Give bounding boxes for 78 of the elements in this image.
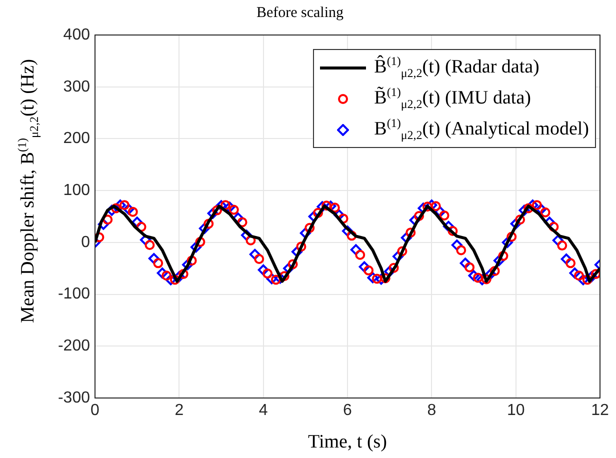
point xyxy=(498,250,508,261)
point xyxy=(380,273,390,284)
point xyxy=(313,208,324,218)
y-tick-label: -100 xyxy=(58,286,90,303)
point xyxy=(128,206,138,217)
point xyxy=(237,217,248,228)
y-tick-label: 300 xyxy=(63,78,90,96)
point xyxy=(186,256,197,266)
y-tick-label: 0 xyxy=(81,234,90,251)
y-tick-label: 100 xyxy=(63,182,90,199)
point xyxy=(355,250,366,260)
point xyxy=(397,246,408,256)
point xyxy=(254,254,264,264)
point xyxy=(414,210,424,221)
point xyxy=(439,210,450,220)
x-tick-label: 2 xyxy=(174,402,184,420)
point xyxy=(515,214,526,225)
point xyxy=(422,202,432,212)
point xyxy=(590,269,600,280)
point xyxy=(364,265,374,276)
point xyxy=(372,274,382,284)
point xyxy=(288,259,298,270)
point xyxy=(228,204,239,215)
point xyxy=(170,274,180,285)
point xyxy=(472,272,483,283)
point xyxy=(262,268,273,279)
point xyxy=(532,200,542,210)
point xyxy=(582,274,592,285)
point xyxy=(220,200,230,210)
point xyxy=(448,226,458,236)
point xyxy=(296,242,306,252)
legend-label: B$^{(1)}$$_{μ2,2}$(t) (Analytical model) xyxy=(374,116,589,144)
x-tick-label: 6 xyxy=(343,402,352,420)
point xyxy=(102,214,113,225)
point xyxy=(566,258,576,268)
point xyxy=(456,245,466,256)
point xyxy=(548,222,559,232)
point xyxy=(490,266,500,276)
point xyxy=(270,274,281,285)
point xyxy=(111,203,122,214)
x-axis-title: Time, t (s) xyxy=(308,432,388,453)
point xyxy=(321,200,332,211)
point xyxy=(430,201,441,212)
point xyxy=(346,230,357,241)
y-tick-label: 400 xyxy=(63,26,90,44)
x-tick-label: 12 xyxy=(591,402,609,420)
point xyxy=(153,258,164,268)
legend-label: B̃$^{(1)}$$_{μ2,2}$(t) (IMU data) xyxy=(374,84,531,112)
point xyxy=(95,232,104,242)
point xyxy=(388,262,399,273)
point xyxy=(204,218,214,229)
x-tick-label: 10 xyxy=(506,402,525,420)
point xyxy=(406,228,416,238)
point xyxy=(481,274,492,284)
point xyxy=(540,207,550,218)
legend-label: B̂$^{(1)}$$_{μ2,2}$(t) (Radar data) xyxy=(374,54,540,82)
chart-title: Before scaling xyxy=(256,4,344,21)
x-tick-label: 8 xyxy=(427,402,436,420)
point xyxy=(464,262,475,272)
point xyxy=(162,270,172,281)
y-tick-label: 200 xyxy=(63,130,90,148)
point xyxy=(144,240,155,250)
point xyxy=(506,232,517,242)
point xyxy=(212,205,222,216)
point xyxy=(195,236,206,247)
point xyxy=(119,200,130,210)
y-tick-label: -300 xyxy=(58,389,90,406)
point xyxy=(178,269,188,280)
point xyxy=(557,240,568,251)
point xyxy=(523,203,534,214)
point xyxy=(246,235,256,246)
point xyxy=(330,202,340,213)
y-tick-label: -200 xyxy=(58,338,90,355)
point xyxy=(574,270,584,281)
point xyxy=(304,222,315,233)
point xyxy=(279,271,290,282)
point xyxy=(136,222,146,232)
x-tick-label: 4 xyxy=(258,402,268,420)
